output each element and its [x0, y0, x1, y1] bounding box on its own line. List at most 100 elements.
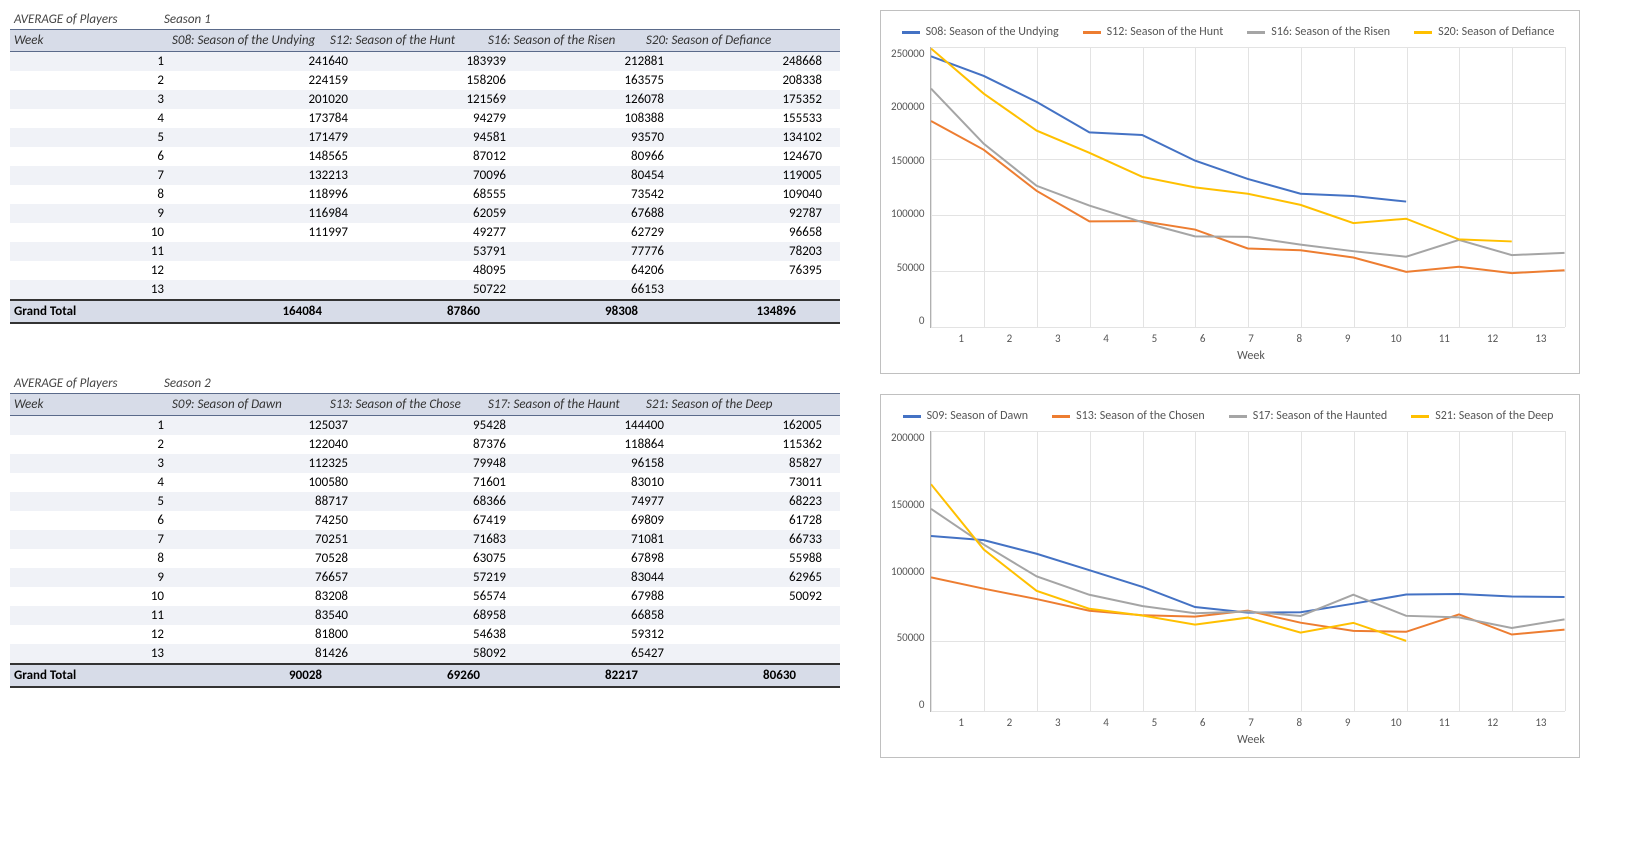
grand-total-cell: 87860 [326, 301, 484, 322]
week-cell: 7 [10, 530, 194, 549]
x-tick-label: 7 [1227, 332, 1275, 345]
value-cell: 115362 [668, 435, 826, 454]
table-row: 870528630756789855988 [10, 549, 840, 568]
series-column-header: S09: Season of Dawn [168, 394, 326, 415]
value-cell: 94279 [352, 109, 510, 128]
value-cell [668, 644, 826, 663]
y-tick-label: 50000 [891, 631, 924, 644]
x-axis-label: Week [937, 729, 1565, 751]
legend-label: S17: Season of the Haunted [1253, 409, 1387, 423]
value-cell: 85827 [668, 454, 826, 473]
value-cell: 155533 [668, 109, 826, 128]
legend-swatch [1247, 31, 1265, 34]
x-tick-label: 5 [1130, 716, 1178, 729]
x-tick-label: 10 [1372, 716, 1420, 729]
week-cell: 6 [10, 511, 194, 530]
value-cell: 49277 [352, 223, 510, 242]
grand-total-row: Grand Total1640848786098308134896 [10, 299, 840, 324]
value-cell: 125037 [194, 416, 352, 435]
x-tick-label: 8 [1275, 716, 1323, 729]
week-cell: 10 [10, 223, 194, 242]
legend-item: S21: Season of the Deep [1411, 409, 1553, 423]
x-tick-label: 9 [1324, 716, 1372, 729]
table-row: 976657572198304462965 [10, 568, 840, 587]
value-cell: 80454 [510, 166, 668, 185]
series-line [931, 121, 1565, 273]
value-cell: 73542 [510, 185, 668, 204]
table-row: 1241640183939212881248668 [10, 52, 840, 71]
week-cell: 4 [10, 109, 194, 128]
value-cell: 67419 [352, 511, 510, 530]
table-row: 81189966855573542109040 [10, 185, 840, 204]
value-cell: 57219 [352, 568, 510, 587]
value-cell: 224159 [194, 71, 352, 90]
value-cell: 109040 [668, 185, 826, 204]
value-cell: 134102 [668, 128, 826, 147]
week-cell: 1 [10, 416, 194, 435]
x-tick-label: 12 [1468, 332, 1516, 345]
value-cell: 59312 [510, 625, 668, 644]
value-cell: 144400 [510, 416, 668, 435]
x-tick-label: 5 [1130, 332, 1178, 345]
value-cell: 83540 [194, 606, 352, 625]
x-tick-label: 4 [1082, 716, 1130, 729]
y-tick-label: 200000 [891, 100, 924, 113]
pivot-table-1: AVERAGE of PlayersSeason 1WeekS08: Seaso… [10, 10, 840, 324]
value-cell: 163575 [510, 71, 668, 90]
value-cell: 96158 [510, 454, 668, 473]
value-cell: 68555 [352, 185, 510, 204]
week-cell: 11 [10, 606, 194, 625]
value-cell: 71683 [352, 530, 510, 549]
chart-legend: S08: Season of the UndyingS12: Season of… [891, 21, 1565, 47]
legend-label: S08: Season of the Undying [926, 25, 1059, 39]
legend-label: S13: Season of the Chosen [1076, 409, 1205, 423]
week-column-header: Week [10, 30, 168, 51]
series-line [931, 56, 1406, 201]
value-cell [194, 242, 352, 261]
table-row: 12818005463859312 [10, 625, 840, 644]
table-row: 212204087376118864115362 [10, 435, 840, 454]
plot-area [930, 431, 1565, 712]
value-cell: 81800 [194, 625, 352, 644]
legend-item: S20: Season of Defiance [1414, 25, 1554, 39]
value-cell: 119005 [668, 166, 826, 185]
grand-total-label: Grand Total [10, 301, 168, 322]
grand-total-cell: 82217 [484, 665, 642, 686]
value-cell: 64206 [510, 261, 668, 280]
legend-item: S09: Season of Dawn [903, 409, 1029, 423]
y-tick-label: 50000 [891, 261, 924, 274]
value-cell: 67898 [510, 549, 668, 568]
x-axis-label: Week [937, 345, 1565, 367]
value-cell: 68958 [352, 606, 510, 625]
grand-total-label: Grand Total [10, 665, 168, 686]
series-column-header: S16: Season of the Risen [484, 30, 642, 51]
value-cell: 83208 [194, 587, 352, 606]
value-cell: 58092 [352, 644, 510, 663]
value-cell: 241640 [194, 52, 352, 71]
value-cell: 171479 [194, 128, 352, 147]
legend-swatch [903, 415, 921, 418]
value-cell: 158206 [352, 71, 510, 90]
grand-total-cell: 134896 [642, 301, 800, 322]
table-row: 2224159158206163575208338 [10, 71, 840, 90]
week-cell: 12 [10, 625, 194, 644]
legend-item: S16: Season of the Risen [1247, 25, 1390, 39]
value-cell: 67688 [510, 204, 668, 223]
pivot-title: AVERAGE of Players [14, 376, 164, 391]
value-cell: 50722 [352, 280, 510, 299]
week-cell: 9 [10, 568, 194, 587]
table-row: 417378494279108388155533 [10, 109, 840, 128]
legend-label: S16: Season of the Risen [1271, 25, 1390, 39]
value-cell: 54638 [352, 625, 510, 644]
value-cell: 124670 [668, 147, 826, 166]
value-cell: 70528 [194, 549, 352, 568]
chart-legend: S09: Season of Dawn S13: Season of the Ch… [891, 405, 1565, 431]
value-cell: 208338 [668, 71, 826, 90]
week-cell: 9 [10, 204, 194, 223]
table-body: 1125037954281444001620052122040873761188… [10, 416, 840, 663]
grand-total-cell: 164084 [168, 301, 326, 322]
value-cell: 126078 [510, 90, 668, 109]
grand-total-row: Grand Total90028692608221780630 [10, 663, 840, 688]
week-cell: 5 [10, 492, 194, 511]
x-tick-label: 3 [1034, 332, 1082, 345]
